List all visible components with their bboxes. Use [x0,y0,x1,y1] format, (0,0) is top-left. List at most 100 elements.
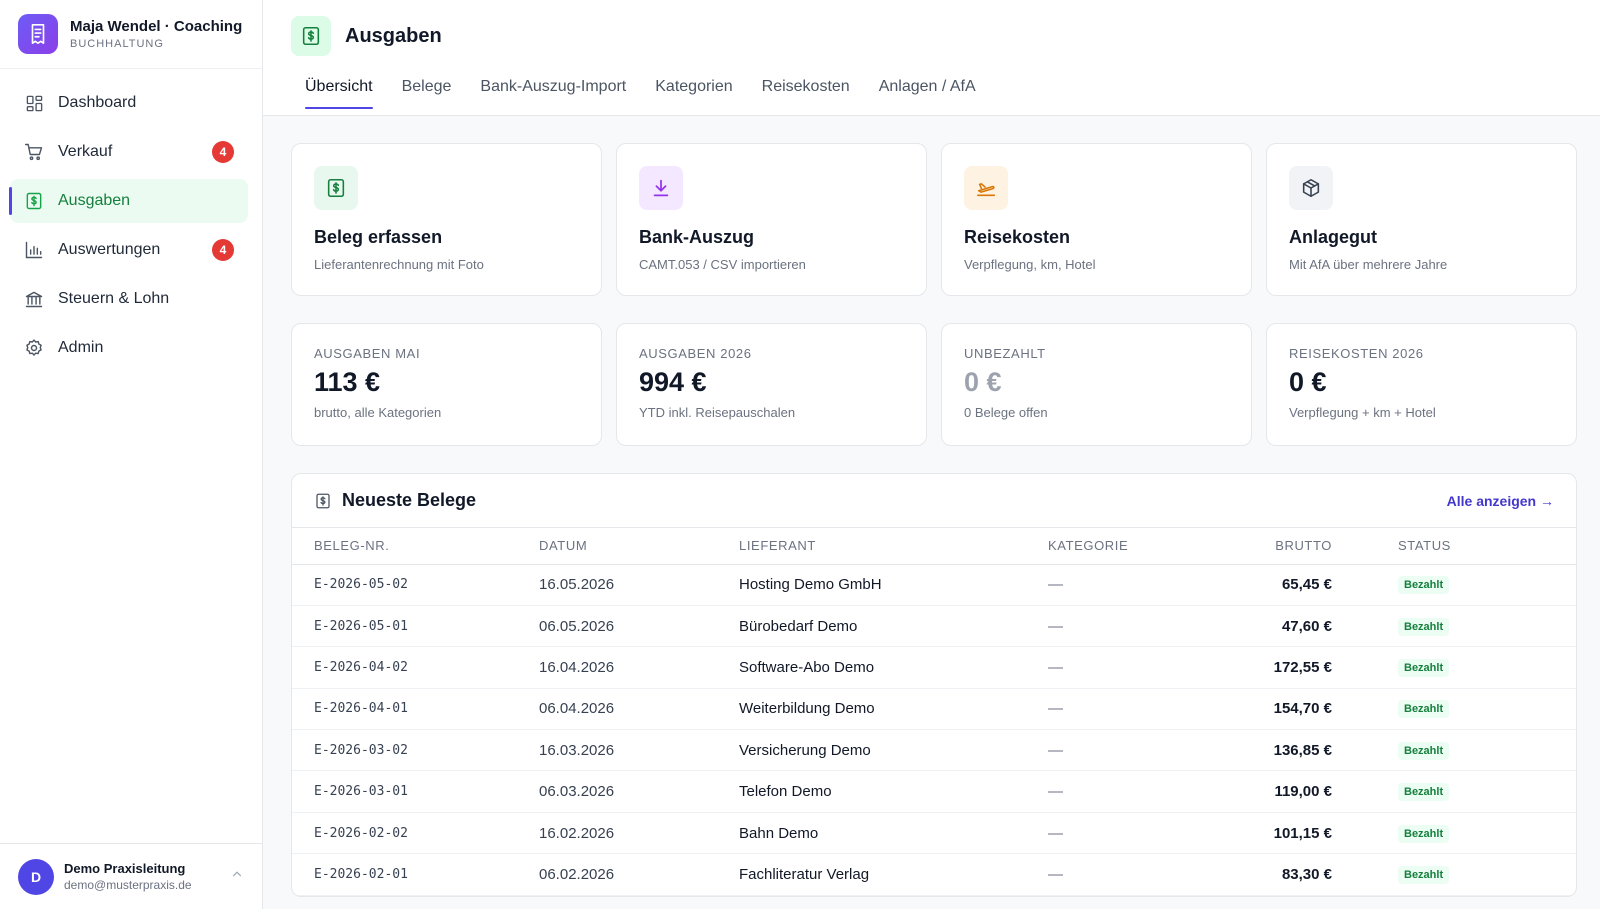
action-title: Anlagegut [1289,227,1377,247]
receipt-amount: 101,15 € [1186,812,1376,855]
action-card-beleg-erfassen[interactable]: Beleg erfassen Lieferantenrechnung mit F… [291,143,602,296]
receipt-date: 06.04.2026 [517,688,717,731]
receipt-date: 16.03.2026 [517,729,717,772]
stat-label: REISEKOSTEN 2026 [1289,346,1424,361]
sidebar-item-auswertungen[interactable]: Auswertungen 4 [10,228,248,272]
receipts-table: BELEG-NR. DATUM LIEFERANT KATEGORIE BRUT… [292,528,1576,896]
sidebar-item-label: Admin [58,339,104,356]
sidebar-item-admin[interactable]: Admin [10,326,248,370]
receipt-category: — [1026,729,1186,772]
brand[interactable]: Maja Wendel · Coaching BUCHHALTUNG [0,0,262,69]
stat-value: 0 € [964,367,1002,397]
stat-subtitle: brutto, alle Kategorien [314,405,442,420]
receipt-supplier: Versicherung Demo [717,729,1026,772]
receipt-icon [291,16,331,56]
tab-uebersicht[interactable]: Übersicht [305,78,373,109]
user-menu[interactable]: D Demo Praxisleitung demo@musterpraxis.d… [0,843,262,909]
column-header-datum[interactable]: DATUM [517,528,717,565]
stat-label: UNBEZAHLT [964,346,1046,361]
column-header-status[interactable]: STATUS [1376,528,1576,565]
table-row[interactable]: E-2026-03-02 16.03.2026 Versicherung Demo —… [292,729,1576,772]
action-card-reisekosten[interactable]: Reisekosten Verpflegung, km, Hotel [941,143,1252,296]
receipt-number: E-2026-04-02 [292,646,517,689]
receipt-status-cell: Bezahlt [1376,729,1576,772]
sidebar-item-dashboard[interactable]: Dashboard [10,81,248,125]
notification-badge: 4 [212,141,234,163]
tab-reisekosten[interactable]: Reisekosten [761,78,850,95]
receipt-status-cell: Bezahlt [1376,646,1576,689]
table-row[interactable]: E-2026-03-01 06.03.2026 Telefon Demo —119,0… [292,770,1576,813]
receipt-category: — [1026,853,1186,896]
chevron-up-icon[interactable] [230,867,244,886]
stat-label: AUSGABEN MAI [314,346,421,361]
receipt-status-cell: Bezahlt [1376,605,1576,648]
table-row[interactable]: E-2026-02-01 06.02.2026 Fachliteratur Verl… [292,853,1576,896]
receipt-amount: 119,00 € [1186,770,1376,813]
stat-card-reisekosten: REISEKOSTEN 2026 0 € Verpflegung + km + … [1266,323,1577,446]
stat-card-ausgaben-mai: AUSGABEN MAI 113 € brutto, alle Kategori… [291,323,602,446]
receipt-number: E-2026-03-02 [292,729,517,772]
status-badge: Bezahlt [1398,617,1450,636]
avatar: D [18,858,54,895]
receipt-amount: 65,45 € [1186,564,1376,606]
column-header-beleg-nr[interactable]: BELEG-NR. [292,528,517,565]
table-row[interactable]: E-2026-02-02 16.02.2026 Bahn Demo —101,15 €… [292,812,1576,855]
status-badge: Bezahlt [1398,741,1450,760]
receipt-amount: 136,85 € [1186,729,1376,772]
receipt-date: 16.04.2026 [517,646,717,689]
column-header-lieferant[interactable]: LIEFERANT [717,528,1026,565]
receipt-status-cell: Bezahlt [1376,812,1576,855]
receipt-date: 16.05.2026 [517,564,717,606]
receipt-icon [24,191,44,211]
recent-receipts-card: Neueste Belege Alle anzeigen → BELEG-NR.… [291,473,1577,897]
sidebar: Maja Wendel · Coaching BUCHHALTUNG Dashb… [0,0,263,909]
tab-kategorien[interactable]: Kategorien [655,78,733,95]
receipt-status-cell: Bezahlt [1376,564,1576,606]
receipt-amount: 47,60 € [1186,605,1376,648]
sidebar-nav: Dashboard Verkauf 4 Ausgaben Auswertung [0,69,262,843]
column-header-brutto[interactable]: BRUTTO [1186,528,1376,565]
kpi-stats: AUSGABEN MAI 113 € brutto, alle Kategori… [291,323,1578,446]
status-badge: Bezahlt [1398,865,1450,884]
main-content: Ausgaben Übersicht Belege Bank-Auszug-Im… [263,0,1600,909]
sidebar-item-ausgaben[interactable]: Ausgaben [9,179,248,223]
receipt-amount: 83,30 € [1186,853,1376,896]
receipt-supplier: Hosting Demo GmbH [717,564,1026,606]
tab-bar: Übersicht Belege Bank-Auszug-Import Kate… [291,78,1600,109]
sidebar-item-steuern-lohn[interactable]: Steuern & Lohn [10,277,248,321]
sidebar-item-label: Dashboard [58,94,137,111]
action-card-anlagegut[interactable]: Anlagegut Mit AfA über mehrere Jahre [1266,143,1577,296]
tab-anlagen-afa[interactable]: Anlagen / AfA [878,78,976,95]
receipt-category: — [1026,770,1186,813]
stat-card-unbezahlt: UNBEZAHLT 0 € 0 Belege offen [941,323,1252,446]
status-badge: Bezahlt [1398,783,1450,802]
receipt-supplier: Telefon Demo [717,770,1026,813]
table-row[interactable]: E-2026-05-01 06.05.2026 Bürobedarf Demo —47… [292,605,1576,648]
receipt-status-cell: Bezahlt [1376,853,1576,896]
receipt-icon [314,492,332,510]
table-row[interactable]: E-2026-04-02 16.04.2026 Software-Abo Demo —… [292,646,1576,689]
column-header-kategorie[interactable]: KATEGORIE [1026,528,1186,565]
table-row[interactable]: E-2026-04-01 06.04.2026 Weiterbildung Demo… [292,688,1576,731]
page-header: Ausgaben Übersicht Belege Bank-Auszug-Im… [263,0,1600,116]
tab-bank-auszug-import[interactable]: Bank-Auszug-Import [480,78,627,95]
table-row[interactable]: E-2026-05-02 16.05.2026 Hosting Demo GmbH —… [292,564,1576,606]
action-subtitle: Lieferantenrechnung mit Foto [314,257,484,272]
receipt-number: E-2026-05-01 [292,605,517,648]
sidebar-item-label: Verkauf [58,143,113,160]
receipt-category: — [1026,564,1186,606]
gear-icon [24,338,44,358]
bank-icon [24,289,44,309]
receipt-icon [18,14,58,54]
brand-name: Maja Wendel · Coaching [70,17,243,35]
plane-icon [964,166,1008,210]
action-card-bank-auszug[interactable]: Bank-Auszug CAMT.053 / CSV importieren [616,143,927,296]
action-subtitle: Mit AfA über mehrere Jahre [1289,257,1448,272]
receipt-number: E-2026-02-01 [292,853,517,896]
sidebar-item-verkauf[interactable]: Verkauf 4 [10,130,248,174]
tab-belege[interactable]: Belege [401,78,452,95]
stat-subtitle: 0 Belege offen [964,405,1048,420]
receipt-amount: 172,55 € [1186,646,1376,689]
sidebar-item-label: Steuern & Lohn [58,290,170,307]
show-all-link[interactable]: Alle anzeigen → [1446,492,1554,509]
